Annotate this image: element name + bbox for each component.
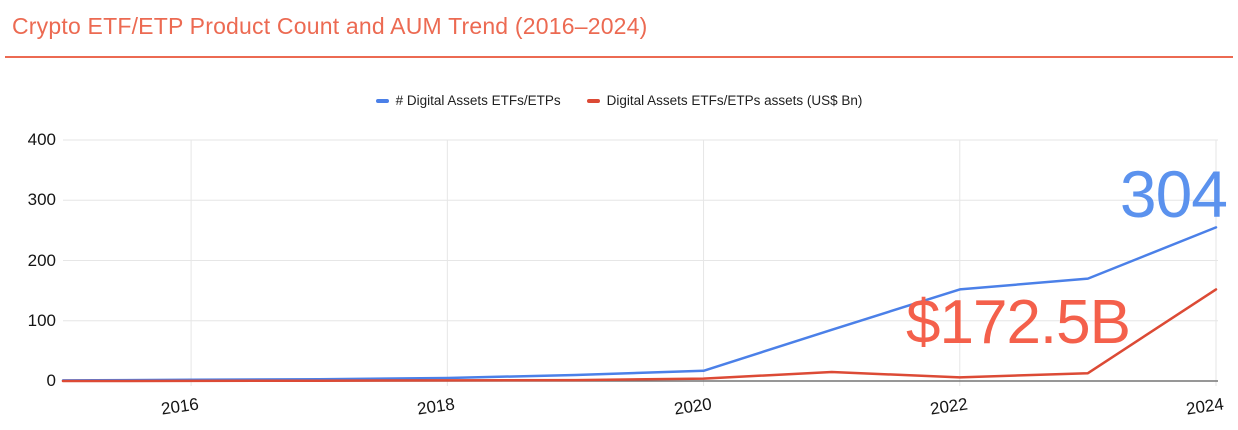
annotation-product-count: 304 [1119, 157, 1228, 231]
vertical-gridlines [190, 140, 1217, 386]
y-tick-label: 0 [46, 371, 56, 390]
legend-item-product-count: # Digital Assets ETFs/ETPs [375, 93, 561, 108]
chart-legend: # Digital Assets ETFs/ETPs Digital Asset… [0, 93, 1238, 108]
horizontal-gridlines [63, 139, 1218, 322]
legend-item-aum: Digital Assets ETFs/ETPs assets (US$ Bn) [586, 93, 863, 108]
annotation-aum: $172.5B [906, 288, 1131, 357]
legend-line-marker-blue-icon [375, 98, 389, 103]
title-underline [5, 56, 1233, 58]
legend-label-product-count: # Digital Assets ETFs/ETPs [395, 93, 561, 108]
y-tick-label: 300 [27, 190, 56, 210]
legend-label-aum: Digital Assets ETFs/ETPs assets (US$ Bn) [606, 93, 863, 108]
y-tick-label: 400 [27, 130, 56, 149]
aum-line [61, 288, 1218, 383]
page-title: Crypto ETF/ETP Product Count and AUM Tre… [12, 13, 648, 39]
y-tick-label: 100 [27, 310, 56, 330]
y-tick-label: 200 [27, 250, 56, 270]
legend-line-marker-red-icon [586, 98, 600, 103]
product-count-line [61, 226, 1218, 382]
